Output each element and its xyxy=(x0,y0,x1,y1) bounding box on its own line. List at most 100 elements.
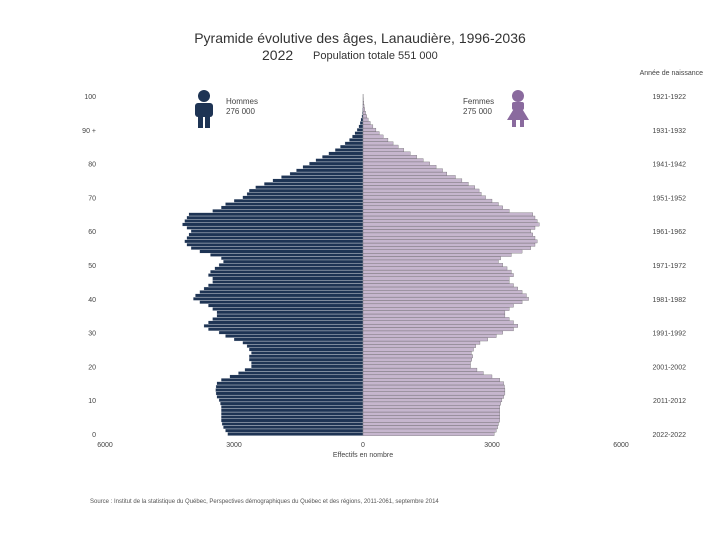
women-bar-age-74 xyxy=(362,182,469,186)
women-bar-age-57 xyxy=(362,239,538,244)
men-bar-age-40 xyxy=(192,296,364,301)
women-bar-age-8 xyxy=(362,405,500,409)
men-bar-age-29 xyxy=(225,334,364,338)
men-bar-age-38 xyxy=(208,303,364,308)
women-bar-age-95 xyxy=(362,111,366,115)
age-tick-label: 20 xyxy=(88,364,96,371)
women-legend-total: 275 000 xyxy=(463,107,492,116)
women-bar-age-62 xyxy=(362,222,540,227)
age-tick-label: 80 xyxy=(88,162,96,169)
women-bar-age-14 xyxy=(362,384,505,389)
women-bar-age-2 xyxy=(362,425,498,430)
men-bar-age-90 xyxy=(356,127,364,132)
age-tick-label: 100 xyxy=(84,94,96,101)
women-bar-age-70 xyxy=(362,195,486,200)
men-bar-age-37 xyxy=(212,307,364,311)
men-bar-age-46 xyxy=(212,276,364,281)
men-bar-age-57 xyxy=(184,239,364,244)
men-bar-age-19 xyxy=(244,367,364,372)
men-bar-age-18 xyxy=(238,371,364,375)
men-bar-age-1 xyxy=(225,428,364,433)
women-bar-age-1 xyxy=(362,428,497,433)
women-bar-age-47 xyxy=(362,273,514,277)
women-bar-age-26 xyxy=(362,344,476,348)
birth-year-axis-label: Année de naissance xyxy=(640,70,704,77)
age-tick-label: 60 xyxy=(88,229,96,236)
men-bar-age-59 xyxy=(188,232,364,237)
women-bar-age-21 xyxy=(362,361,471,365)
women-bar-age-48 xyxy=(362,269,512,274)
women-bar-age-29 xyxy=(362,334,497,338)
x-tick-label: 3000 xyxy=(484,442,500,449)
women-bar-age-94 xyxy=(362,114,367,119)
women-bar-age-67 xyxy=(362,205,503,210)
men-bar-age-76 xyxy=(281,175,364,179)
women-bar-age-23 xyxy=(362,354,473,359)
men-bar-age-32 xyxy=(203,324,364,328)
women-bar-age-86 xyxy=(362,141,394,146)
men-bar-age-68 xyxy=(225,202,364,206)
women-bar-age-22 xyxy=(362,357,472,362)
men-bar-age-92 xyxy=(359,121,364,125)
men-bar-age-56 xyxy=(186,242,364,247)
age-tick-label: 0 xyxy=(92,432,96,439)
women-bar-age-18 xyxy=(362,371,484,375)
men-bar-age-30 xyxy=(218,330,364,335)
age-tick-label: 10 xyxy=(88,398,96,405)
bars-group xyxy=(182,94,540,436)
men-bar-age-87 xyxy=(349,138,364,142)
men-bar-age-6 xyxy=(220,411,364,416)
women-bar-age-36 xyxy=(362,310,506,315)
women-legend-label: Femmes xyxy=(463,97,494,106)
women-bar-age-79 xyxy=(362,165,437,169)
women-bar-age-13 xyxy=(362,388,506,392)
men-bar-age-67 xyxy=(220,205,364,210)
women-bar-age-53 xyxy=(362,253,512,257)
women-bar-age-30 xyxy=(362,330,503,335)
women-bar-age-61 xyxy=(362,225,536,230)
men-bar-age-85 xyxy=(340,144,364,149)
men-bar-age-17 xyxy=(229,374,364,379)
men-bar-age-47 xyxy=(208,273,364,277)
women-bar-age-0 xyxy=(362,432,495,436)
women-bar-age-75 xyxy=(362,178,463,183)
men-bar-age-65 xyxy=(188,212,364,217)
women-bar-age-72 xyxy=(362,188,480,193)
men-bar-age-86 xyxy=(344,141,364,146)
men-bar-age-45 xyxy=(212,280,364,284)
women-bar-age-64 xyxy=(362,215,536,220)
men-bar-age-23 xyxy=(248,354,364,359)
men-bar-age-64 xyxy=(186,215,364,220)
woman-icon xyxy=(507,90,529,127)
men-bar-age-41 xyxy=(195,293,364,298)
women-bar-age-25 xyxy=(362,347,474,352)
men-bar-age-36 xyxy=(216,310,364,315)
women-bar-age-88 xyxy=(362,134,384,139)
women-bar-age-28 xyxy=(362,337,488,342)
women-bar-age-40 xyxy=(362,296,529,301)
men-bar-age-55 xyxy=(190,246,364,250)
women-bar-age-73 xyxy=(362,185,475,190)
women-bar-age-78 xyxy=(362,168,443,173)
men-bar-age-63 xyxy=(184,219,364,223)
men-bar-age-80 xyxy=(309,161,364,166)
women-bar-age-45 xyxy=(362,280,510,284)
cohort-label: 2011-2012 xyxy=(653,398,686,405)
women-bar-age-80 xyxy=(362,161,430,166)
women-bar-age-49 xyxy=(362,266,508,271)
women-bar-age-59 xyxy=(362,232,534,237)
men-bar-age-20 xyxy=(251,364,364,369)
women-bar-age-16 xyxy=(362,378,500,382)
women-bar-age-55 xyxy=(362,246,531,250)
men-bar-age-66 xyxy=(212,209,364,213)
women-bar-age-5 xyxy=(362,415,500,419)
women-bar-age-15 xyxy=(362,381,504,386)
age-tick-label: 70 xyxy=(88,195,96,202)
women-bar-age-69 xyxy=(362,198,493,203)
men-bar-age-26 xyxy=(246,344,364,348)
men-bar-age-82 xyxy=(321,155,364,159)
men-bar-age-12 xyxy=(215,391,364,396)
men-bar-age-48 xyxy=(210,269,364,274)
women-bar-age-50 xyxy=(362,263,503,267)
